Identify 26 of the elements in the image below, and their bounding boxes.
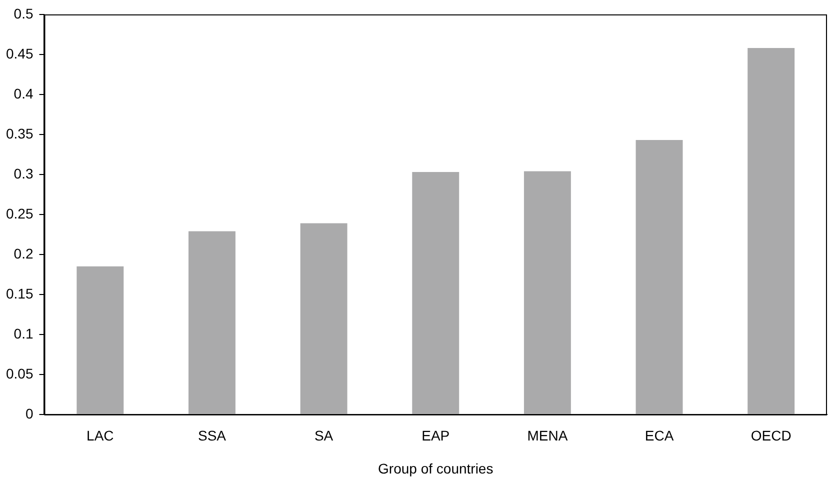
x-tick-label: OECD [750, 428, 792, 444]
y-tick-label: 0.2 [14, 245, 34, 262]
y-tick-label: 0.5 [14, 5, 34, 22]
y-tick-label: 0.35 [6, 125, 34, 142]
bar [748, 48, 795, 414]
y-tick-label: 0 [25, 405, 34, 422]
y-tick-label: 0.15 [6, 285, 34, 302]
y-tick-label: 0.05 [6, 365, 34, 382]
bar [188, 231, 236, 414]
y-tick-label: 0.1 [14, 325, 34, 342]
x-tick-label: SSA [198, 428, 227, 444]
x-tick-label: EAP [422, 428, 450, 444]
bar [524, 171, 571, 414]
bar [300, 223, 348, 414]
x-tick-label: LAC [86, 428, 114, 444]
x-tick-label: MENA [527, 428, 568, 444]
bar [412, 172, 460, 414]
y-tick-label: 0.3 [14, 165, 34, 182]
x-tick-label: ECA [644, 428, 674, 444]
bar [76, 266, 124, 414]
y-tick-label: 0.4 [14, 85, 34, 102]
y-tick-label: 0.45 [6, 45, 34, 62]
x-axis-title: Group of countries [378, 460, 494, 476]
y-tick-label: 0.25 [6, 205, 34, 222]
bar [636, 140, 683, 414]
x-tick-label: SA [314, 428, 334, 444]
